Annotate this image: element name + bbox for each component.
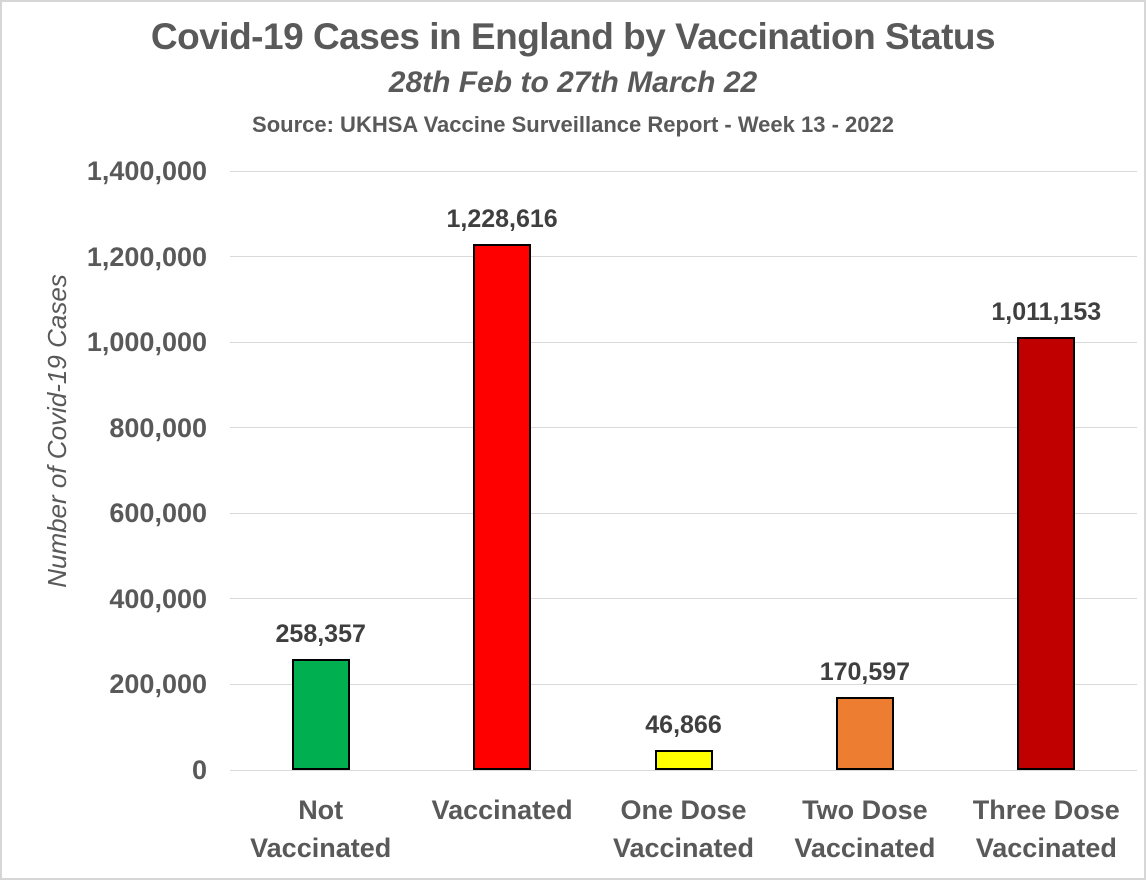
- gridline: [230, 341, 1137, 343]
- y-tick-label: 200,000: [109, 669, 207, 700]
- gridline: [230, 769, 1137, 771]
- bar-value-label: 1,011,153: [991, 298, 1102, 327]
- bar-not-vaccinated: [291, 659, 350, 770]
- gridline: [230, 598, 1137, 600]
- y-tick-label: 0: [191, 755, 207, 785]
- bar-value-label: 258,357: [275, 620, 366, 649]
- bar-value-label: 46,866: [645, 710, 722, 739]
- plot-area: 258,357 1,228,616 46,866 170,597 1,011,153: [230, 170, 1137, 771]
- bar-one-dose-vaccinated: [654, 749, 713, 770]
- bar-value-label: 1,228,616: [446, 205, 558, 234]
- gridline: [230, 256, 1137, 258]
- chart-subtitle: 28th Feb to 27th March 22: [388, 66, 758, 99]
- y-tick-label: 1,400,000: [86, 156, 207, 186]
- bar-three-dose-vaccinated: [1017, 337, 1076, 770]
- x-axis-label: One Dose Vaccinated: [612, 795, 755, 863]
- chart-source: Source: UKHSA Vaccine Surveillance Repor…: [252, 112, 894, 137]
- y-tick-label: 400,000: [109, 583, 207, 614]
- bar-vaccinated: [473, 244, 532, 770]
- chart-title: Covid-19 Cases in England by Vaccination…: [150, 16, 996, 57]
- y-tick-label: 800,000: [109, 412, 207, 443]
- bar-two-dose-vaccinated: [835, 697, 894, 770]
- y-tick-label: 1,000,000: [86, 327, 207, 358]
- x-axis-label: Two Dose Vaccinated: [794, 795, 936, 863]
- x-axis-label: Vaccinated: [431, 795, 573, 825]
- x-axis-label: Not Vaccinated: [250, 795, 392, 863]
- y-tick-label: 600,000: [109, 498, 207, 529]
- x-axis-label: Three Dose Vaccinated: [972, 795, 1120, 863]
- gridline: [230, 427, 1137, 429]
- gridline: [230, 512, 1137, 514]
- gridline: [230, 683, 1137, 685]
- y-tick-label: 1,200,000: [86, 241, 207, 272]
- gridline: [230, 170, 1137, 172]
- bar-value-label: 170,597: [819, 658, 911, 687]
